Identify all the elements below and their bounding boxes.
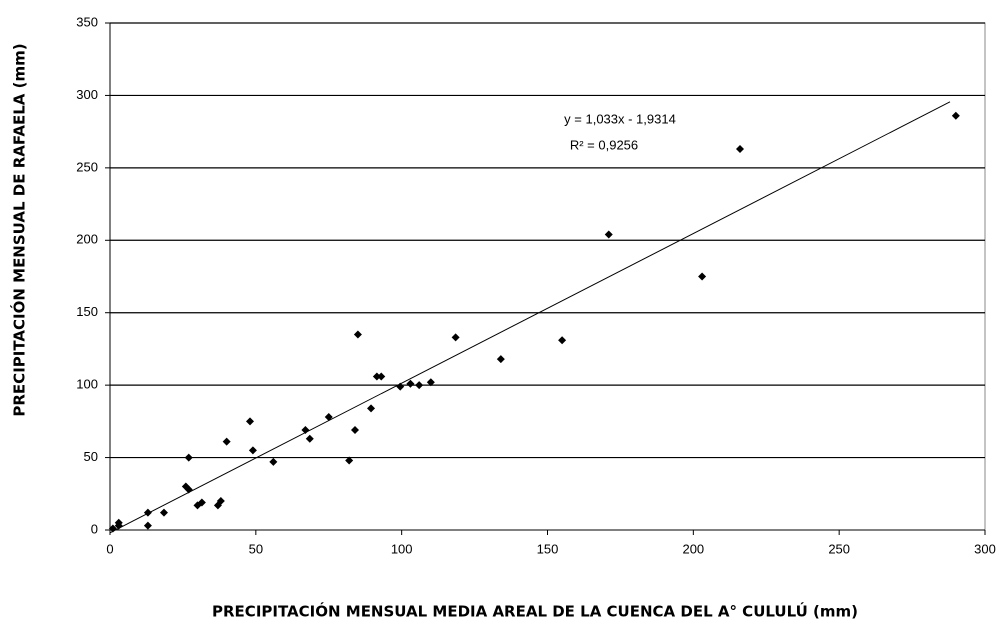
y-tick-label: 150 xyxy=(76,304,98,319)
point xyxy=(345,456,354,465)
point xyxy=(216,497,225,506)
point xyxy=(108,524,117,533)
point xyxy=(353,330,362,339)
y-tick-label: 200 xyxy=(76,232,98,247)
x-tick-label: 0 xyxy=(106,541,113,556)
point xyxy=(377,372,386,381)
x-tick-label: 200 xyxy=(682,541,704,556)
point xyxy=(558,336,567,345)
x-tick-label: 50 xyxy=(249,541,263,556)
point xyxy=(114,521,123,530)
point xyxy=(159,508,168,517)
point xyxy=(372,372,381,381)
y-axis-title: PRECIPITACIÓN MENSUAL DE RAFAELA (mm) xyxy=(10,43,29,416)
point xyxy=(367,404,376,413)
point xyxy=(184,453,193,462)
x-tick-label: 150 xyxy=(537,541,559,556)
x-tick-label: 100 xyxy=(391,541,413,556)
x-tick-label: 300 xyxy=(974,541,996,556)
point xyxy=(396,382,405,391)
trendline-equation: y = 1,033x - 1,9314 xyxy=(564,111,676,126)
y-tick-label: 50 xyxy=(84,449,98,464)
point xyxy=(426,378,435,387)
point xyxy=(301,426,310,435)
x-axis-title: PRECIPITACIÓN MENSUAL MEDIA AREAL DE LA … xyxy=(212,602,858,621)
point xyxy=(248,446,257,455)
y-tick-label: 300 xyxy=(76,87,98,102)
y-tick-label: 100 xyxy=(76,377,98,392)
point xyxy=(415,381,424,390)
point xyxy=(197,498,206,507)
trendline xyxy=(109,101,951,534)
plot-area xyxy=(109,22,986,531)
point xyxy=(143,508,152,517)
point xyxy=(143,521,152,530)
point xyxy=(246,417,254,426)
y-tick-label: 250 xyxy=(76,159,98,174)
point xyxy=(324,413,333,422)
point xyxy=(222,437,231,446)
y-tick-label: 350 xyxy=(76,14,98,29)
point xyxy=(496,355,505,364)
point xyxy=(351,426,359,435)
x-tick-label: 250 xyxy=(828,541,850,556)
point xyxy=(698,272,707,281)
trendline-r2: R² = 0,9256 xyxy=(570,137,638,152)
y-tick-label: 0 xyxy=(91,521,98,536)
point xyxy=(269,457,278,466)
point xyxy=(736,145,744,154)
point xyxy=(305,434,314,443)
point xyxy=(604,230,613,239)
point xyxy=(451,333,460,342)
point xyxy=(184,485,193,494)
point xyxy=(406,379,415,388)
point xyxy=(951,111,960,120)
